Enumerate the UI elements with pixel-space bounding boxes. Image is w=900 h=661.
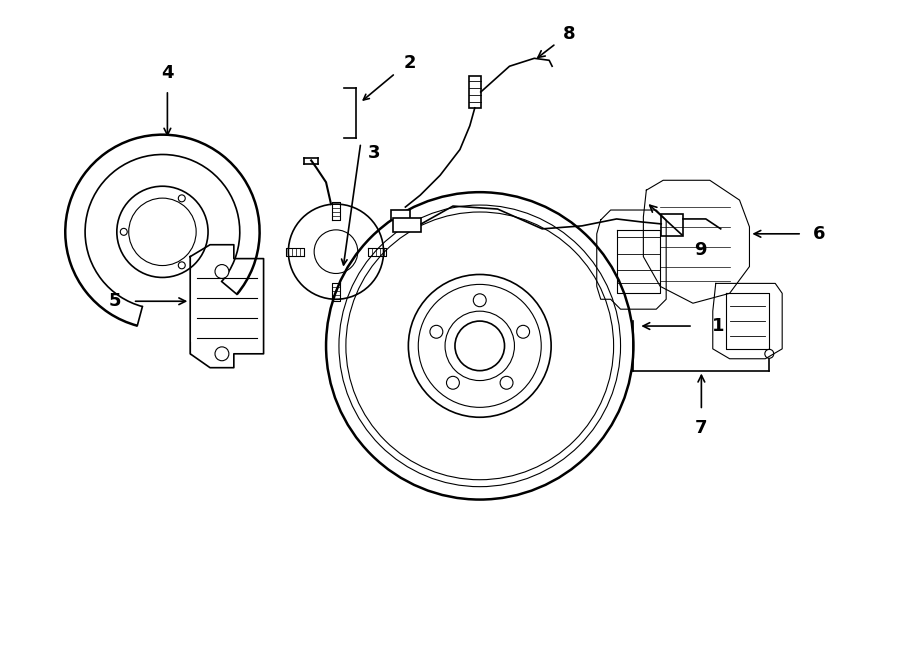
FancyBboxPatch shape [662,214,683,236]
Text: 9: 9 [695,241,707,258]
Text: 3: 3 [367,143,380,161]
Text: 1: 1 [712,317,724,335]
Text: 5: 5 [109,292,122,310]
Text: 4: 4 [161,64,174,82]
Circle shape [215,264,229,278]
Text: 7: 7 [695,419,707,437]
Text: 2: 2 [404,54,417,72]
FancyBboxPatch shape [393,218,421,232]
Text: 8: 8 [562,24,575,42]
Circle shape [765,350,774,358]
Text: 6: 6 [813,225,825,243]
Circle shape [215,347,229,361]
FancyBboxPatch shape [469,76,481,108]
FancyBboxPatch shape [391,210,410,220]
